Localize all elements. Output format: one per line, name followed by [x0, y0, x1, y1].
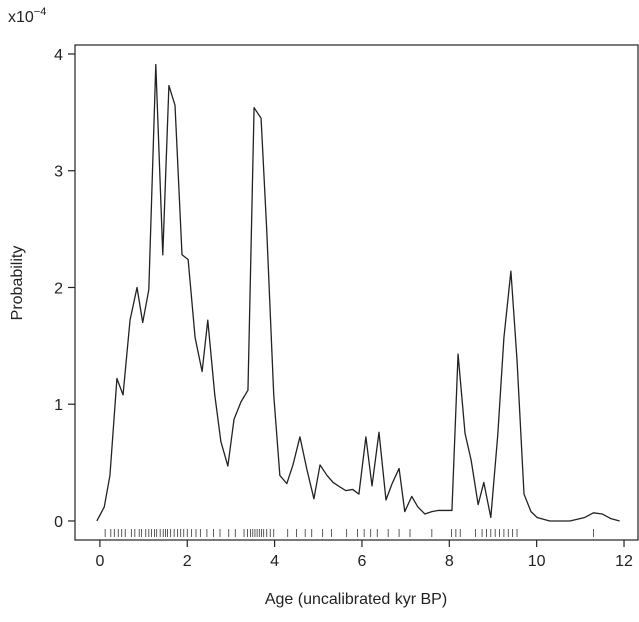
y-tick-label: 0 [54, 514, 63, 531]
y-axis-label: Probability [9, 246, 26, 321]
x-tick-label: 0 [95, 553, 104, 570]
y-multiplier: x10−4 [8, 6, 46, 26]
y-tick-label: 2 [54, 280, 63, 297]
y-multiplier-base: x10 [8, 9, 34, 26]
plot-frame [74, 44, 639, 541]
density-line [96, 63, 620, 522]
x-tick-label: 8 [445, 553, 454, 570]
x-tick-label: 6 [358, 553, 367, 570]
x-tick-label: 2 [183, 553, 192, 570]
y-tick-label: 3 [54, 164, 63, 181]
x-tick-label: 10 [528, 553, 546, 570]
x-tick-label: 12 [615, 553, 633, 570]
x-tick-label: 4 [270, 553, 279, 570]
y-tick-label: 1 [54, 397, 63, 414]
y-tick-label: 4 [54, 47, 63, 64]
y-multiplier-exponent: −4 [34, 6, 47, 18]
x-axis-label: Age (uncalibrated kyr BP) [265, 591, 447, 608]
